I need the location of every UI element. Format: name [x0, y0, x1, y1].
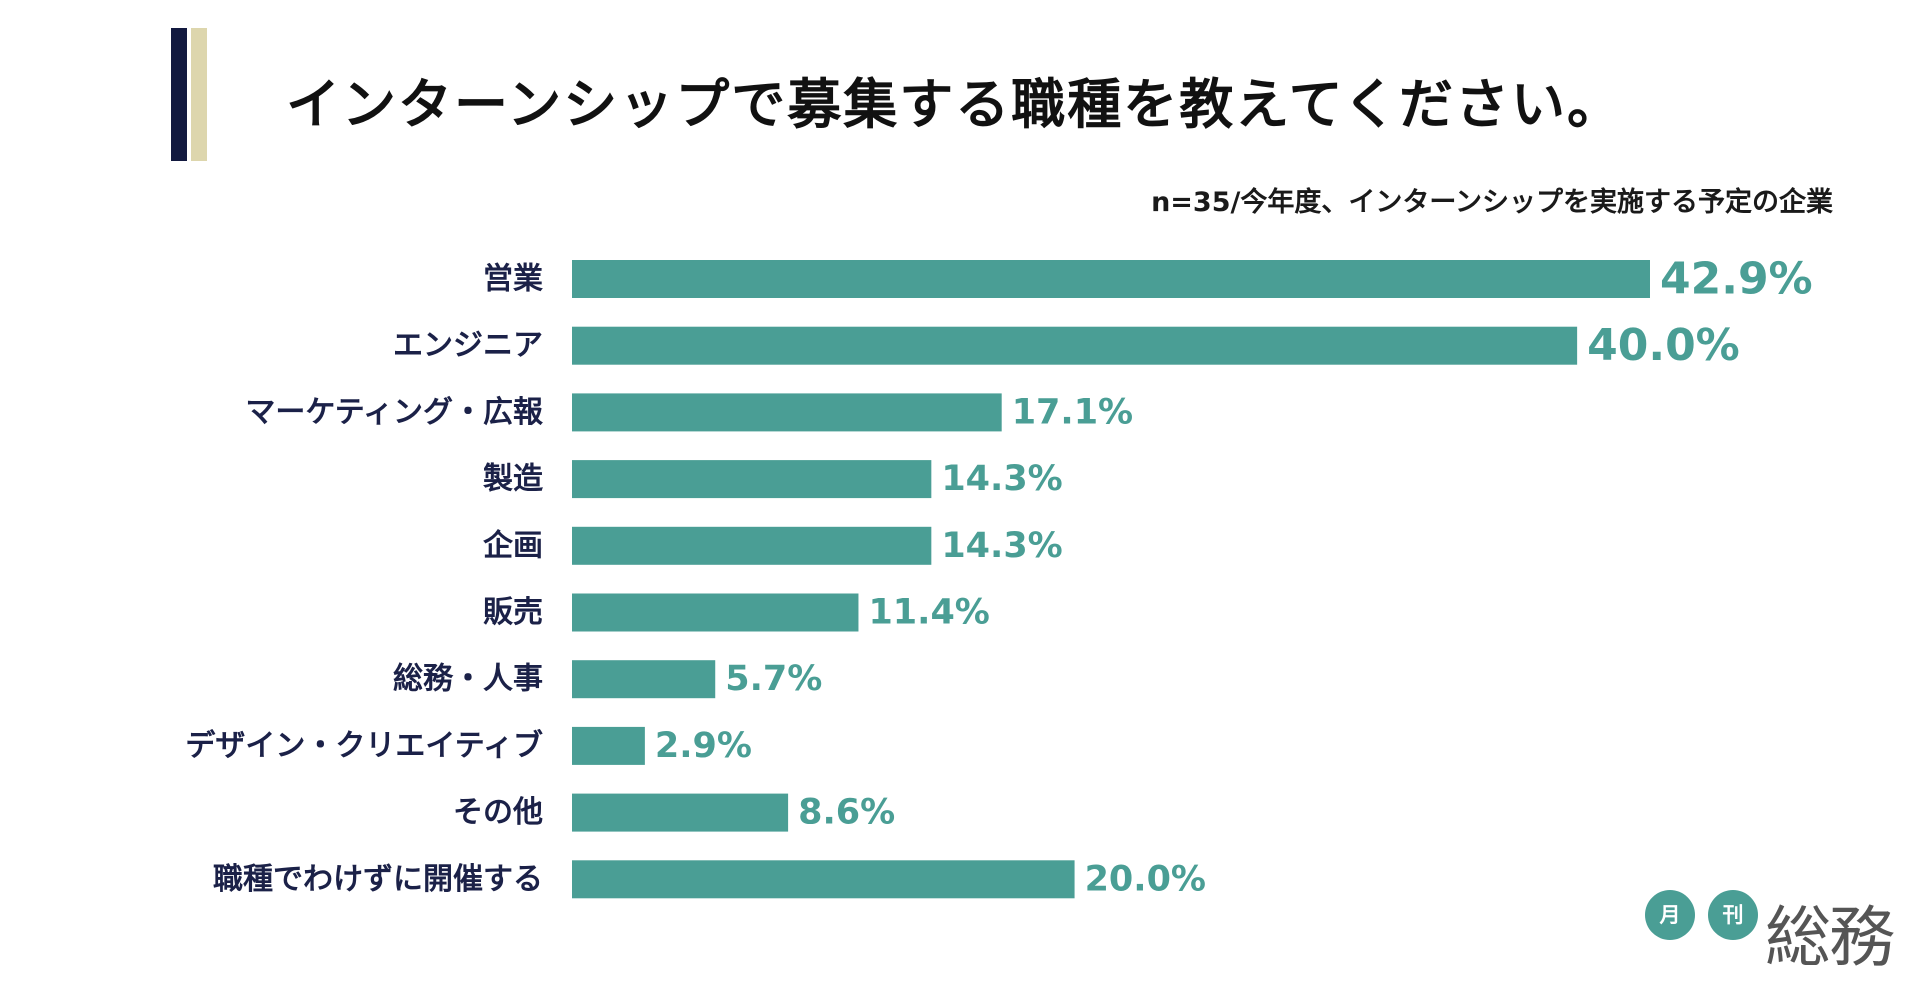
category-label: 総務・人事 [393, 662, 543, 697]
category-label: エンジニア [393, 328, 543, 363]
bar [572, 793, 789, 832]
category-label: 企画 [483, 528, 543, 563]
bar [572, 260, 1650, 298]
logo-wordmark: 総務 [1765, 899, 1895, 976]
bar [572, 726, 645, 765]
value-label: 14.3% [941, 526, 1062, 566]
title-accent-gold-bar [191, 28, 207, 161]
category-label: 営業 [483, 262, 543, 297]
category-label: その他 [453, 795, 543, 830]
value-label: 17.1% [1012, 392, 1133, 432]
bar [572, 526, 932, 565]
value-label: 2.9% [655, 726, 752, 766]
category-label: 職種でわけずに開催する [213, 862, 543, 897]
chart-title: インターンシップで募集する職種を教えてください。 [286, 73, 1623, 136]
bar [572, 860, 1075, 899]
value-label: 8.6% [798, 793, 895, 833]
bar [572, 393, 1002, 432]
value-label: 20.0% [1085, 859, 1206, 899]
bar [572, 460, 932, 499]
logo-badge-month: 月 [1645, 890, 1695, 940]
value-label: 42.9% [1660, 254, 1813, 305]
bar [572, 326, 1578, 365]
publisher-logo: 月 刊 総務 [1645, 888, 1895, 988]
category-label: 販売 [483, 595, 543, 630]
logo-badge-publication: 刊 [1708, 890, 1758, 940]
value-label: 5.7% [725, 659, 822, 699]
sample-note: n=35/今年度、インターンシップを実施する予定の企業 [1151, 187, 1833, 218]
value-label: 14.3% [941, 459, 1062, 499]
bar [572, 660, 716, 699]
title-accent-navy-bar [171, 28, 187, 161]
value-label: 40.0% [1587, 320, 1740, 371]
category-label: デザイン・クリエイティブ [185, 728, 543, 763]
category-label: 製造 [483, 462, 543, 497]
value-label: 11.4% [868, 593, 989, 633]
bar [572, 593, 859, 632]
category-label: マーケティング・広報 [245, 395, 544, 430]
